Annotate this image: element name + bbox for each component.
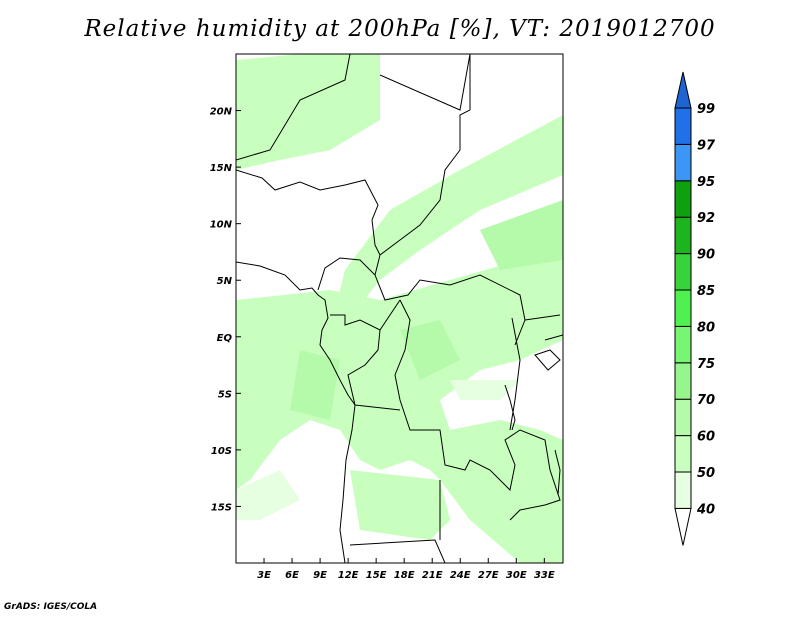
colorbar-segment <box>674 435 692 473</box>
colorbar-segment <box>674 143 692 182</box>
colorbar-label: 80 <box>697 320 715 335</box>
colorbar-segment <box>674 362 692 400</box>
plot-title: Relative humidity at 200hPa [%], VT: 201… <box>84 16 716 42</box>
lon-tick-label: 33E <box>534 570 555 581</box>
colorbar-label: 92 <box>697 211 715 226</box>
axis-ticks: 3E 6E 9E 12E 15E 18E 21E 24E 27E 30E 33E 20N 15N 10N 5… <box>210 107 555 581</box>
lake-tanganyika <box>504 384 516 431</box>
humidity-band-north <box>236 54 380 170</box>
lat-tick-label: 10N <box>210 220 233 231</box>
colorbar-segment <box>674 398 692 437</box>
lon-tick-label: 27E <box>478 570 499 581</box>
colorbar-segment <box>674 253 692 291</box>
lon-tick-label: 18E <box>394 570 415 581</box>
lat-tick-label: 10S <box>211 446 232 457</box>
colorbar-label: 97 <box>697 138 716 153</box>
lake-victoria <box>534 349 561 371</box>
humidity-patch-east <box>290 200 563 420</box>
colorbar-segment <box>674 289 692 327</box>
coastlines-borders <box>236 54 563 563</box>
colorbar-segment <box>674 180 692 218</box>
lake-malawi <box>554 449 561 496</box>
colorbar-label: 70 <box>697 393 715 408</box>
colorbar-label: 50 <box>697 466 715 481</box>
colorbar-segment <box>674 216 692 255</box>
humidity-region-central <box>236 250 563 563</box>
colorbar-upper-triangle <box>674 71 692 109</box>
lon-tick-label: 15E <box>366 570 387 581</box>
lon-tick-label: 21E <box>422 570 443 581</box>
colorbar-lower-triangle <box>674 507 692 546</box>
humidity-patch-light <box>236 380 520 520</box>
colorbar-label: 85 <box>697 284 715 299</box>
colorbar: 40 50 60 70 75 80 85 90 92 95 97 99 <box>674 71 716 546</box>
lat-tick-label: EQ <box>217 333 233 344</box>
colorbar-label: 75 <box>697 357 715 372</box>
lat-tick-label: 5S <box>218 389 232 400</box>
colorbar-segment <box>674 107 692 145</box>
lon-tick-label: 6E <box>285 570 299 581</box>
lon-tick-label: 9E <box>313 570 327 581</box>
humidity-region-south <box>350 470 450 540</box>
colorbar-label: 90 <box>697 248 715 263</box>
colorbar-label: 40 <box>696 502 715 517</box>
lat-tick-label: 15N <box>210 163 233 174</box>
lat-tick-label: 5N <box>217 276 233 287</box>
colorbar-label: 99 <box>697 102 715 117</box>
humidity-field <box>236 54 563 563</box>
colorbar-segment <box>674 325 692 364</box>
country-borders <box>236 54 563 563</box>
colorbar-label: 60 <box>697 430 715 445</box>
coastline <box>236 261 356 563</box>
lon-tick-label: 30E <box>506 570 527 581</box>
lat-tick-label: 15S <box>211 502 232 513</box>
lon-tick-label: 24E <box>450 570 471 581</box>
colorbar-label: 95 <box>697 175 715 190</box>
grads-credit: GrADS: IGES/COLA <box>4 602 98 612</box>
lon-tick-label: 3E <box>257 570 271 581</box>
map-frame <box>235 53 564 564</box>
humidity-band-diagonal <box>330 115 563 330</box>
lat-tick-label: 20N <box>210 107 233 118</box>
colorbar-segment <box>674 471 692 509</box>
lon-tick-label: 12E <box>338 570 359 581</box>
